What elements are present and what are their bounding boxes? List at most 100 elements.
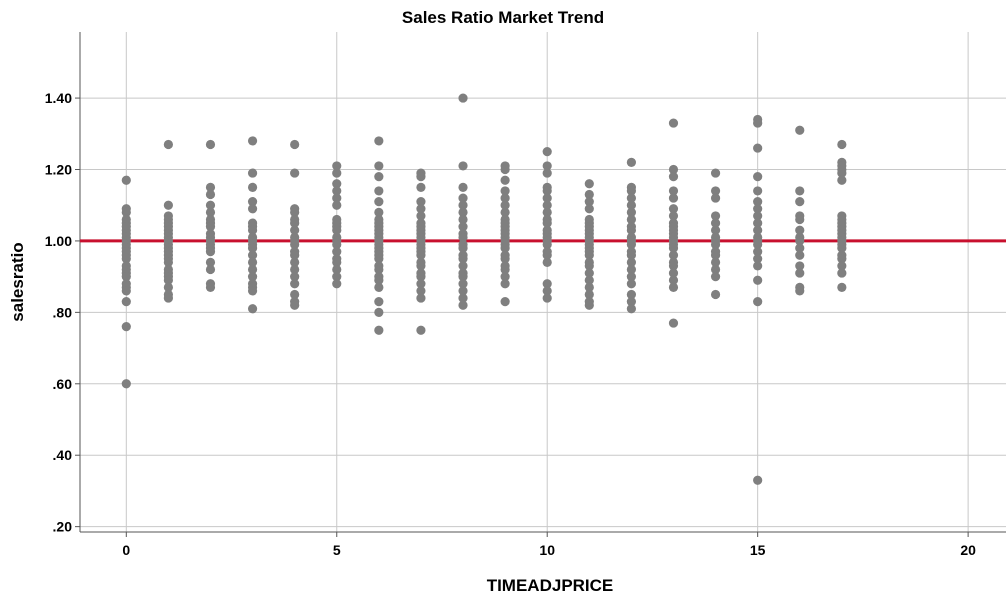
data-point	[163, 293, 173, 303]
data-point	[584, 275, 594, 285]
data-point	[626, 200, 636, 210]
data-point	[500, 254, 510, 264]
data-point	[668, 243, 679, 253]
data-point	[668, 118, 679, 128]
data-point	[247, 243, 258, 253]
data-point	[290, 279, 300, 289]
data-point	[542, 250, 552, 260]
data-point	[668, 186, 679, 196]
data-point	[290, 250, 300, 260]
data-point	[500, 164, 510, 175]
data-point	[753, 475, 763, 485]
data-point	[121, 297, 131, 307]
data-point	[458, 200, 468, 210]
data-point	[500, 200, 510, 210]
data-point	[247, 272, 258, 282]
data-point	[710, 289, 721, 300]
data-point	[374, 307, 384, 317]
data-point	[795, 125, 805, 135]
data-point	[163, 282, 173, 292]
data-point	[626, 239, 636, 250]
data-point	[795, 236, 805, 246]
data-point	[458, 243, 468, 253]
data-point	[290, 207, 300, 217]
data-point	[753, 218, 763, 228]
data-point	[626, 157, 636, 167]
data-point	[290, 289, 300, 300]
data-point	[584, 261, 594, 271]
data-point	[542, 239, 552, 250]
data-point	[753, 254, 763, 264]
data-point	[500, 186, 510, 196]
data-point	[290, 225, 300, 235]
x-tick-label: 20	[960, 542, 976, 558]
data-point	[753, 143, 763, 153]
data-point	[542, 218, 552, 228]
x-tick-label: 5	[333, 542, 341, 558]
data-point	[795, 225, 805, 235]
y-tick-label: .80	[53, 304, 73, 320]
data-point	[542, 257, 552, 267]
data-point	[584, 189, 594, 200]
data-point	[205, 182, 216, 192]
data-point	[332, 257, 342, 267]
data-point	[710, 225, 721, 235]
data-point	[753, 197, 763, 207]
data-point	[374, 275, 384, 285]
data-point	[121, 379, 131, 389]
data-points	[121, 93, 847, 485]
y-tick-label: 1.20	[45, 162, 72, 178]
data-point	[795, 261, 805, 271]
data-point	[753, 118, 763, 128]
data-point	[626, 257, 636, 267]
data-point	[795, 214, 805, 225]
data-point	[710, 168, 721, 178]
data-point	[247, 204, 258, 214]
data-point	[500, 272, 510, 282]
data-point	[837, 139, 847, 150]
data-point	[416, 172, 426, 182]
data-point	[668, 211, 679, 221]
data-point	[374, 172, 384, 182]
data-point	[626, 272, 636, 282]
data-point	[332, 168, 342, 178]
data-point	[374, 136, 384, 146]
data-point	[837, 282, 847, 292]
data-point	[290, 239, 300, 250]
data-point	[795, 186, 805, 196]
data-point	[458, 93, 468, 103]
data-point	[247, 225, 258, 235]
data-point	[626, 297, 636, 307]
data-point	[416, 293, 426, 303]
data-point	[542, 186, 552, 196]
data-point	[837, 168, 847, 178]
data-point	[710, 257, 721, 267]
data-point	[247, 264, 258, 275]
data-point	[247, 286, 258, 296]
data-point	[290, 300, 300, 310]
data-point	[205, 247, 216, 257]
data-point	[247, 197, 258, 207]
data-point	[626, 225, 636, 235]
data-point	[753, 261, 763, 271]
data-point	[290, 264, 300, 275]
data-point	[795, 250, 805, 260]
data-point	[121, 286, 131, 296]
data-point	[542, 168, 552, 178]
x-tick-label: 15	[750, 542, 766, 558]
data-point	[626, 193, 636, 203]
data-point	[710, 264, 721, 275]
data-point	[374, 325, 384, 335]
data-point	[458, 193, 468, 203]
data-point	[458, 161, 468, 171]
data-point	[205, 200, 216, 210]
data-point	[332, 200, 342, 210]
data-point	[668, 250, 679, 260]
data-point	[837, 268, 847, 278]
data-point	[374, 197, 384, 207]
x-tick-label: 10	[539, 542, 555, 558]
data-point	[205, 189, 216, 200]
data-point	[626, 186, 636, 196]
data-point	[626, 264, 636, 275]
